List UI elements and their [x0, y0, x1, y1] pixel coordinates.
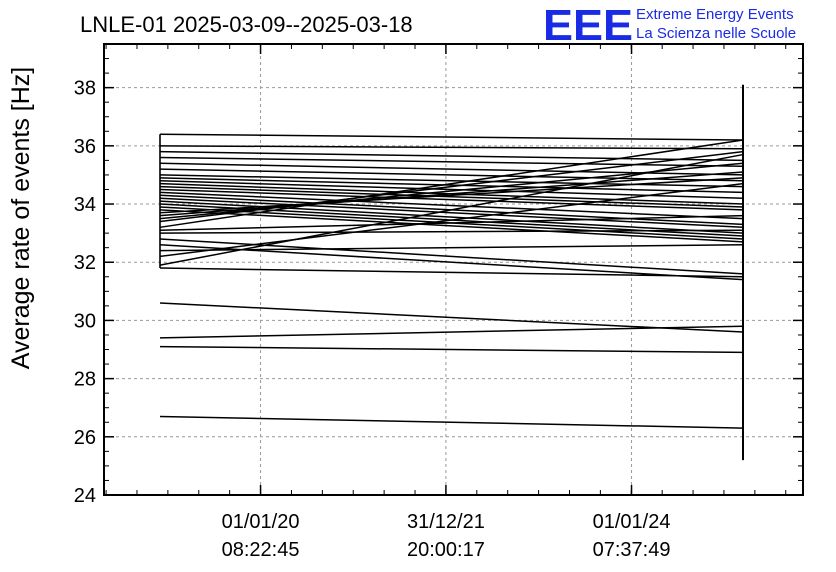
y-tick-label: 36 — [74, 136, 96, 158]
plot-border — [103, 43, 804, 496]
series-line — [159, 177, 744, 194]
series-line — [159, 415, 744, 429]
series-line — [159, 191, 744, 220]
series-line — [159, 244, 744, 252]
y-axis-ticks: 24 26 28 30 32 34 36 38 — [74, 43, 803, 507]
x-tick-label-date: 31/12/21 — [407, 511, 485, 533]
series-line — [159, 214, 744, 231]
y-tick-label: 26 — [74, 427, 96, 449]
series-line — [159, 345, 744, 354]
y-tick-label: 32 — [74, 252, 96, 274]
series-line — [159, 177, 744, 214]
series-line — [159, 244, 744, 281]
series-line — [159, 150, 744, 162]
y-tick-label: 24 — [74, 485, 96, 507]
series-line — [159, 174, 744, 188]
y-tick-label: 28 — [74, 369, 96, 391]
series-line — [159, 133, 744, 141]
x-tick-label-time: 08:22:45 — [222, 539, 300, 561]
x-tick-label-date: 01/01/20 — [222, 511, 300, 533]
series-line — [159, 209, 744, 243]
y-tick-label: 38 — [74, 78, 96, 100]
series-line — [159, 171, 744, 217]
series-line — [159, 153, 744, 266]
series-line — [159, 197, 744, 229]
x-axis-ticks: 01/01/20 08:22:45 31/12/21 20:00:17 01/01/24… — [105, 44, 787, 561]
series-line — [159, 145, 744, 150]
series-line — [159, 182, 744, 258]
x-tick-label-time: 20:00:17 — [407, 539, 485, 561]
series-line — [159, 139, 744, 229]
x-tick-label-time: 07:37:49 — [593, 539, 671, 561]
x-tick-label-date: 01/01/24 — [593, 511, 671, 533]
y-axis-title: Average rate of events [Hz] — [7, 67, 35, 369]
plot-frame — [103, 43, 804, 496]
series-line — [159, 325, 744, 339]
y-tick-label: 30 — [74, 310, 96, 332]
series-line — [159, 185, 744, 208]
series-line — [159, 188, 744, 211]
eee-logo: EEE — [543, 1, 633, 50]
series-line — [159, 267, 744, 278]
series-line — [159, 150, 744, 223]
y-tick-label: 34 — [74, 194, 96, 216]
data-series — [159, 84, 744, 461]
series-line — [159, 302, 744, 333]
chart-title: LNLE-01 2025-03-09--2025-03-18 — [80, 12, 413, 37]
series-line — [159, 156, 744, 167]
brand-line-2: La Scienza nelle Scuole — [636, 25, 796, 42]
series-line — [159, 229, 744, 234]
brand-line-1: Extreme Energy Events — [636, 6, 794, 23]
